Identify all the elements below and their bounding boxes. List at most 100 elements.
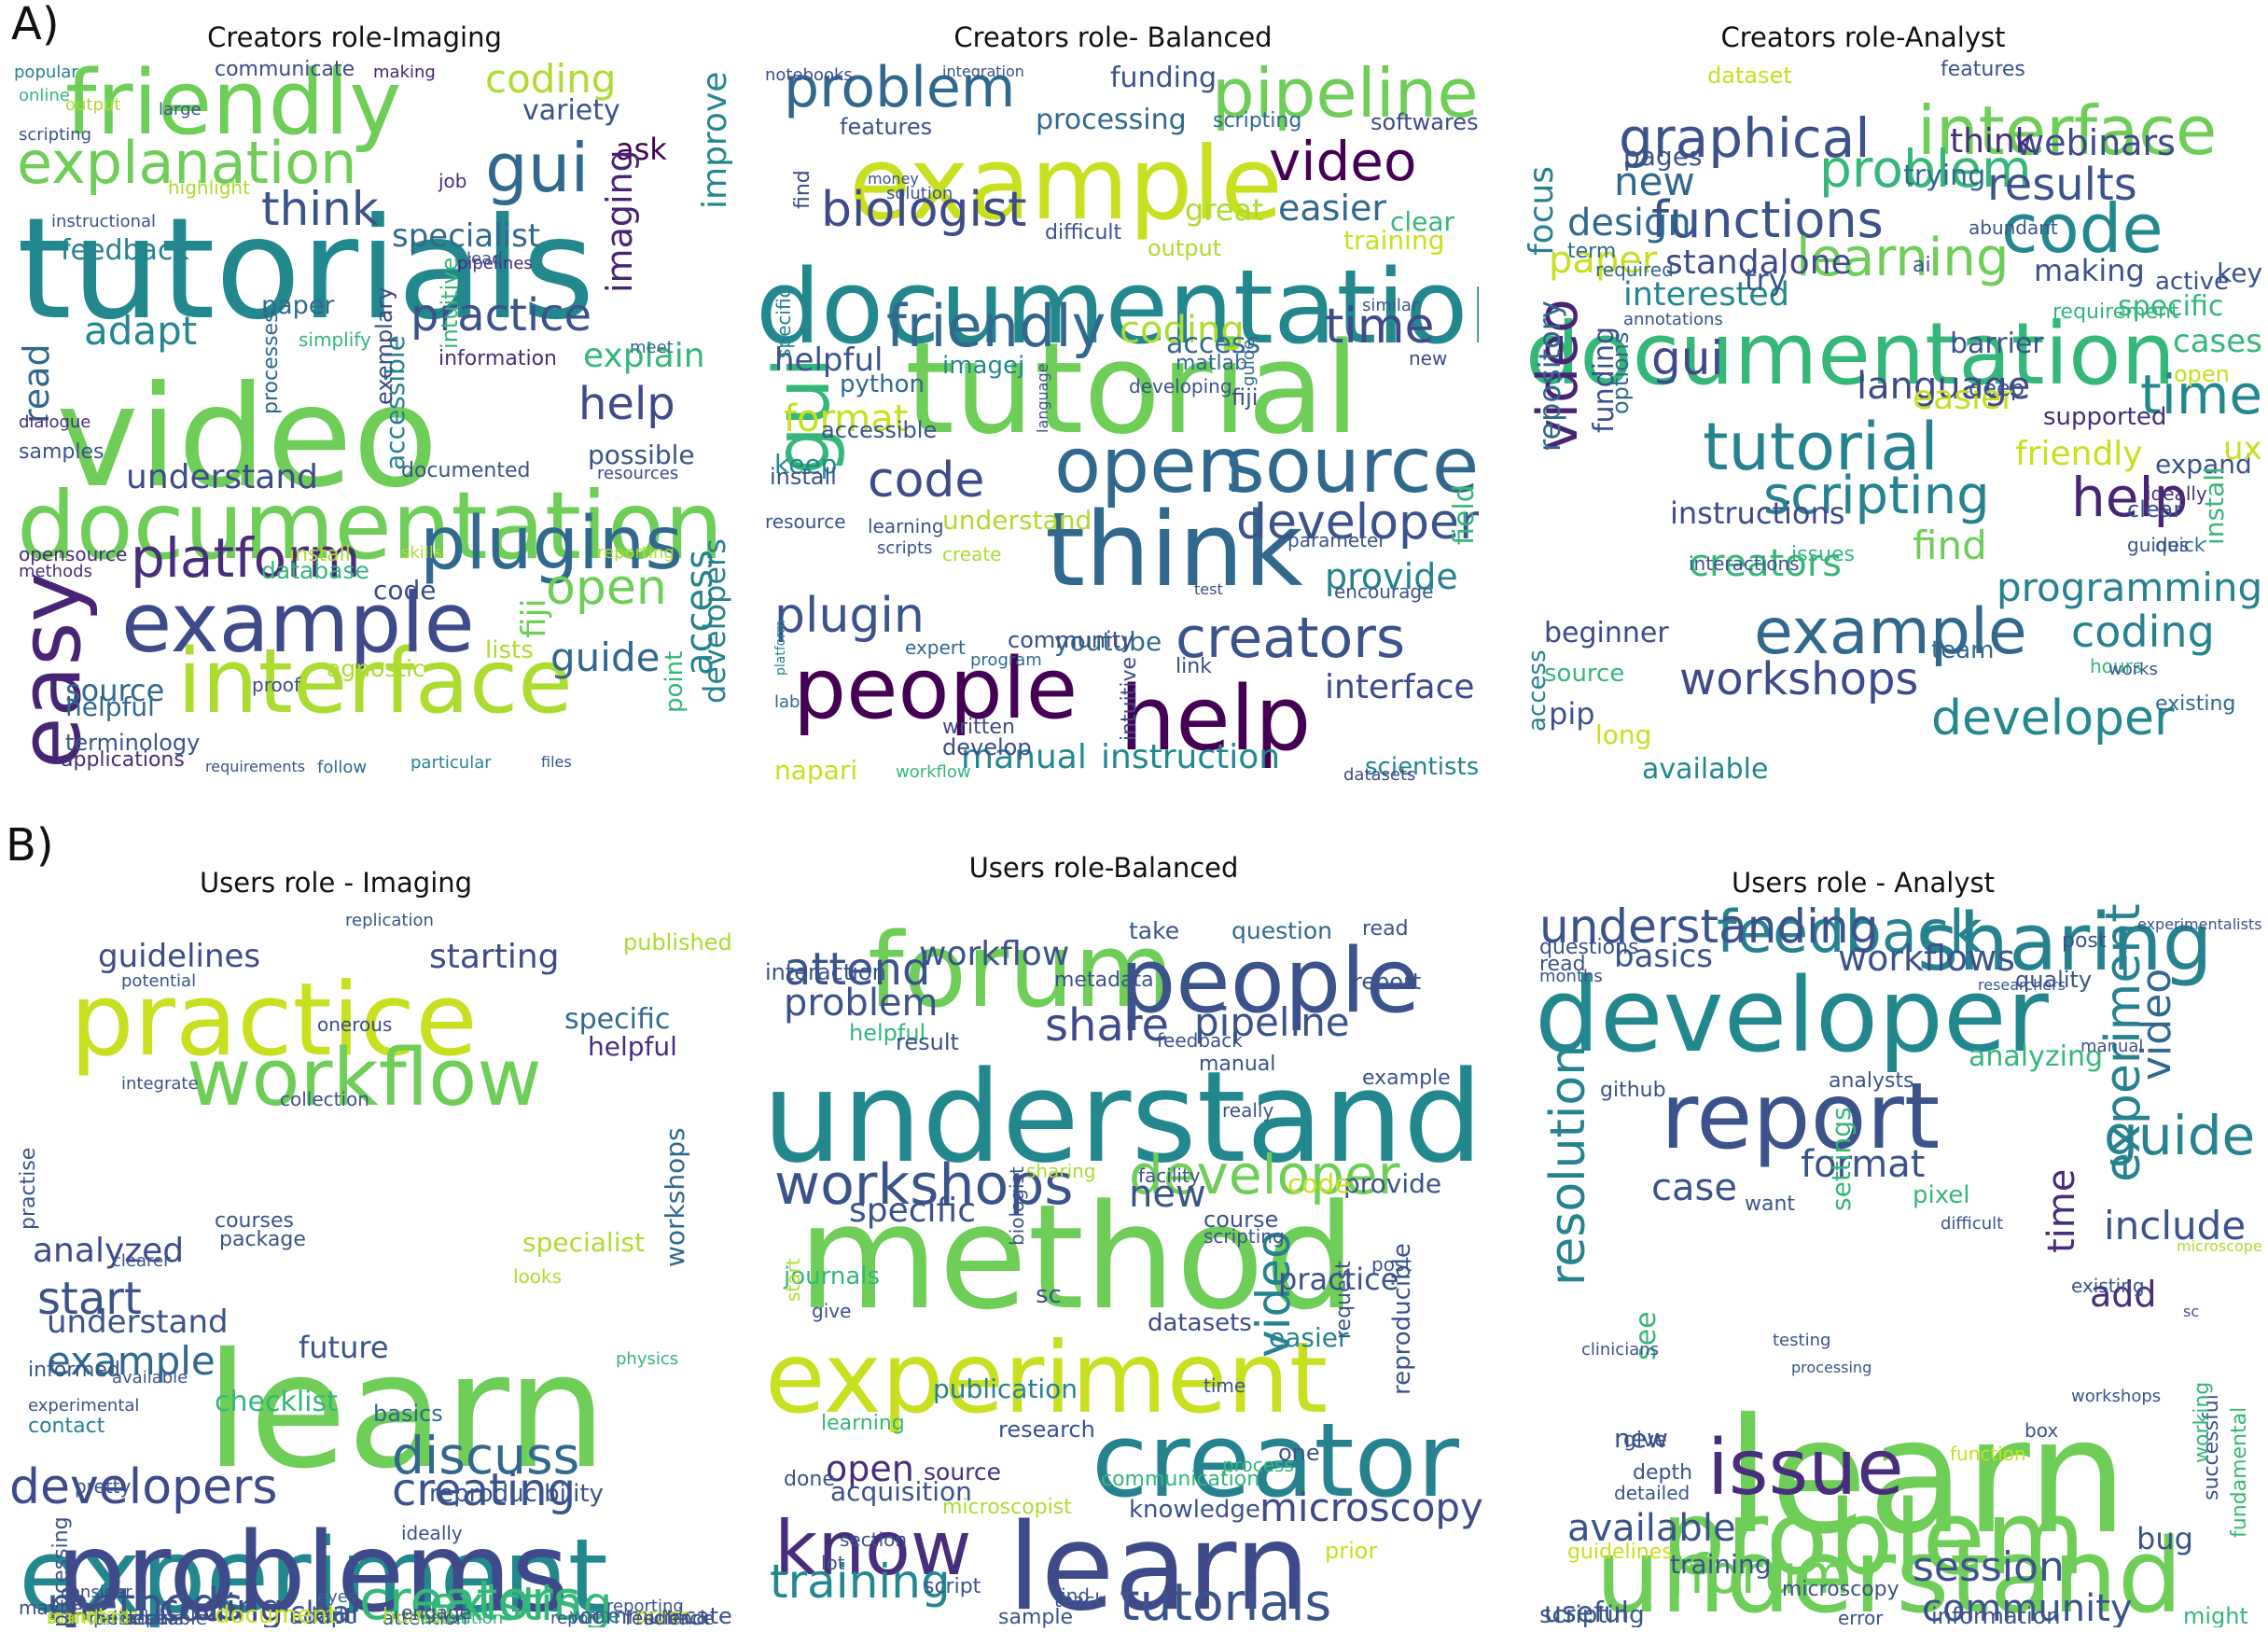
word-cloud-word: interface — [1325, 668, 1475, 706]
word-cloud-word: people — [793, 640, 1078, 738]
word-cloud-word: metadata — [89, 1607, 179, 1627]
word-cloud-word: questions — [1539, 936, 1639, 959]
word-cloud-word: understand — [1595, 1516, 2183, 1627]
word-cloud-word: money — [868, 170, 919, 188]
word-cloud-word: looks — [513, 1265, 563, 1288]
panel-title-creators-imaging: Creators role-Imaging — [207, 21, 502, 53]
word-cloud-word: test — [1194, 580, 1223, 598]
word-cloud-word: code — [373, 575, 437, 606]
word-cloud-word: creator — [1092, 1401, 1460, 1520]
word-cloud-word: read — [1539, 953, 1586, 976]
word-cloud-word: results — [1987, 159, 2137, 211]
word-cloud-word: methods — [19, 562, 92, 581]
word-cloud-word: annotate — [47, 1605, 140, 1627]
word-cloud-word: specific — [2118, 290, 2224, 323]
word-cloud-word: microscopy — [1782, 1578, 1899, 1601]
word-cloud-word: team — [1931, 636, 1995, 664]
word-cloud-word: give — [812, 1300, 852, 1322]
word-cloud-word: creators — [1176, 606, 1406, 671]
panel-title-users-balanced: Users role-Balanced — [968, 852, 1239, 884]
word-cloud-word: sc — [1036, 1281, 1062, 1309]
word-cloud-word: time — [1325, 299, 1435, 355]
word-cloud-word: possible — [588, 439, 695, 470]
word-cloud-word: basics — [373, 1401, 443, 1427]
word-cloud-word: practice — [1278, 1262, 1399, 1297]
word-cloud-word: agnostic — [327, 655, 425, 682]
word-cloud-word: biologist — [1006, 1166, 1028, 1246]
word-cloud-word: video — [1269, 130, 1417, 193]
word-cloud-word: training — [1670, 1549, 1772, 1580]
word-cloud-word: documentation — [756, 247, 1479, 367]
word-cloud-word: integration — [942, 63, 1024, 80]
word-cloud-word: pipelines — [457, 254, 533, 273]
word-cloud-word: abundant — [1969, 216, 2058, 239]
word-cloud-word: source — [924, 1458, 1002, 1486]
word-cloud-word: think — [1045, 490, 1303, 609]
word-cloud-word: analysts — [1829, 1069, 1914, 1093]
word-cloud-word: interactions — [1689, 552, 1800, 575]
word-cloud-word: help — [1120, 668, 1312, 771]
word-cloud-word: pip — [1549, 696, 1595, 732]
word-cloud-word: request — [1332, 1261, 1356, 1339]
word-cloud-word: platform — [131, 526, 361, 590]
word-cloud-word: github — [1600, 1079, 1666, 1102]
word-cloud-word: helpful — [588, 1031, 677, 1062]
word-cloud-word: ideally — [2146, 482, 2207, 505]
word-cloud-word: lead — [466, 249, 503, 269]
word-cloud-word: napari — [774, 755, 858, 784]
word-cloud-word: ideally — [401, 1522, 463, 1544]
word-cloud-word: publication — [933, 1374, 1078, 1404]
word-cloud-word: issue — [1707, 1424, 1904, 1513]
word-cloud-word: processing — [1036, 104, 1187, 136]
word-cloud-word: scripting — [1204, 1225, 1285, 1248]
word-cloud-word: starting — [429, 938, 560, 976]
word-cloud-users-balanced: understand method experiment learn forum peop… — [756, 891, 1483, 1628]
word-cloud-word: learning — [821, 1412, 905, 1435]
word-cloud-word: output — [65, 95, 121, 115]
word-cloud-word: developing — [1129, 375, 1232, 398]
word-cloud-word: create — [942, 543, 1002, 565]
word-cloud-word: interface — [177, 631, 573, 733]
word-cloud-word: experiment — [19, 1516, 608, 1627]
word-cloud-word: try — [1745, 262, 1787, 298]
word-cloud-word: fiji — [1231, 384, 1259, 411]
word-cloud-word: tutorials — [17, 188, 595, 351]
word-cloud-word: deep — [1969, 375, 2025, 401]
word-cloud-word: datasets — [1148, 1309, 1252, 1337]
word-cloud-word: link — [1176, 655, 1212, 678]
word-cloud-word: available — [112, 1368, 188, 1388]
word-cloud-word: language — [1034, 363, 1051, 434]
word-cloud-word: samples — [19, 440, 104, 464]
word-cloud-word: easier — [1913, 379, 2015, 417]
word-cloud-word: detailed — [1614, 1482, 1691, 1504]
word-cloud-word: onerous — [317, 1013, 393, 1036]
word-cloud-word: specific — [849, 1192, 977, 1230]
word-cloud-word: communicate — [215, 60, 355, 81]
word-cloud-word: intuitive — [1118, 656, 1141, 741]
word-cloud-word: matlab — [1176, 352, 1248, 375]
word-cloud-word: workshops — [2071, 1387, 2162, 1406]
word-cloud-word: programming — [1997, 565, 2262, 610]
word-cloud-word: specific — [564, 1003, 671, 1036]
word-cloud-word: practise — [17, 1147, 40, 1230]
word-cloud-word: documentation — [17, 471, 724, 580]
word-cloud-word: access — [1524, 649, 1551, 732]
word-cloud-word: community — [1922, 1587, 2133, 1627]
word-cloud-word: manual — [2080, 1037, 2144, 1056]
word-cloud-word: section — [840, 1528, 908, 1551]
word-cloud-word: workshops — [1679, 653, 1919, 705]
word-cloud-word: interaction — [765, 959, 886, 985]
word-cloud-word: useful — [1544, 1597, 1630, 1627]
word-cloud-word: specific — [772, 287, 795, 358]
word-cloud-word: training — [1343, 225, 1445, 256]
word-cloud-word: method — [798, 1173, 1357, 1342]
word-cloud-word: resources — [597, 464, 679, 483]
word-cloud-word: softwares — [1371, 109, 1479, 135]
section-label-a: A) — [11, 0, 60, 50]
word-cloud-word: highlight — [168, 176, 250, 199]
word-cloud-word: sample — [998, 1606, 1073, 1628]
word-cloud-word: processes — [259, 312, 283, 414]
word-cloud-word: read — [1362, 917, 1409, 941]
word-cloud-word: information — [1931, 1603, 2061, 1627]
word-cloud-word: large — [159, 100, 202, 119]
